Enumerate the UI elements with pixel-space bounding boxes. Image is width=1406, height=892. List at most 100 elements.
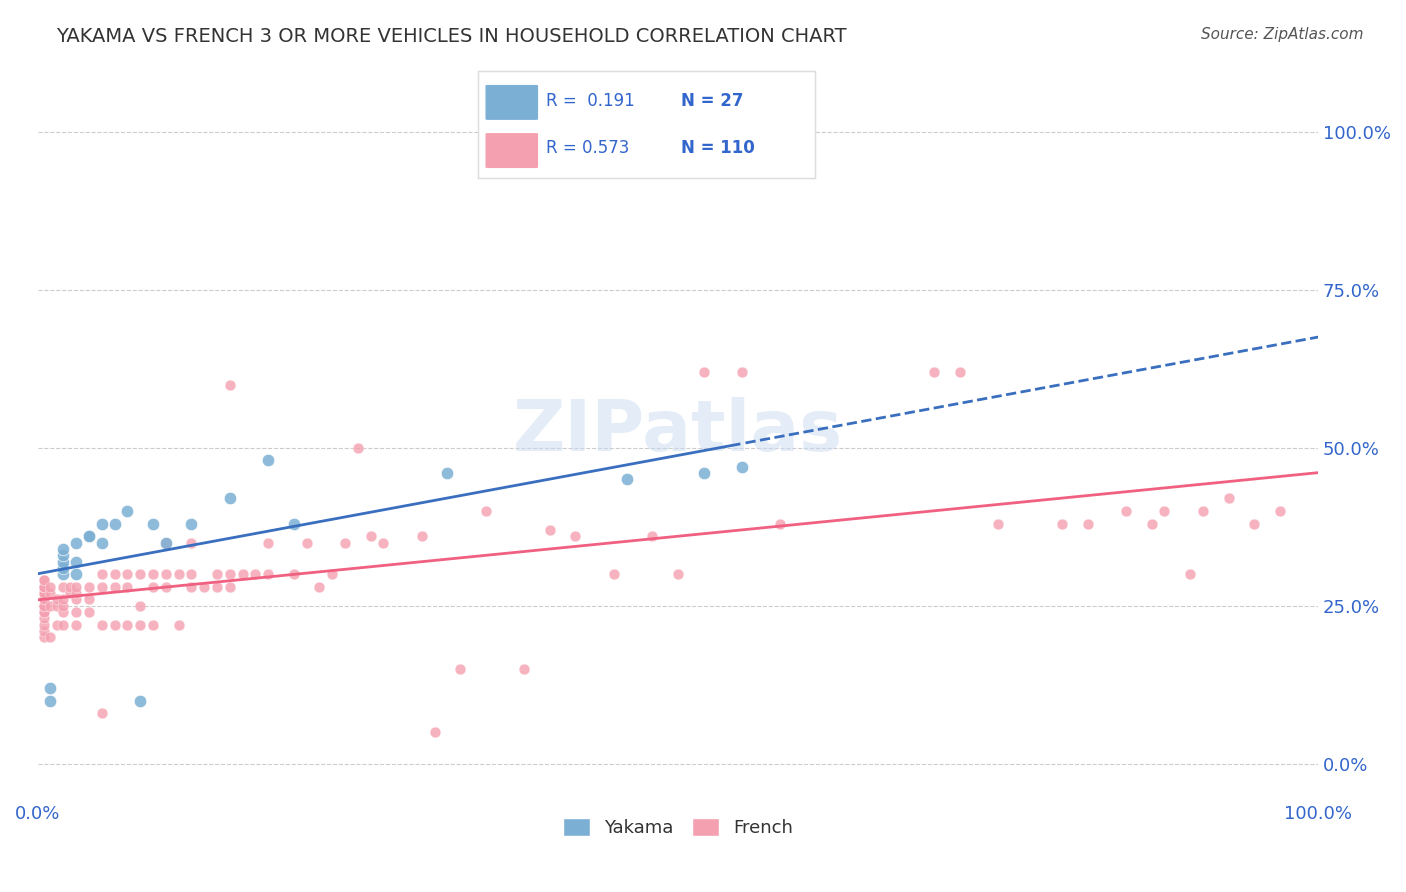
Point	[32, 592, 55, 607]
Point	[245, 567, 267, 582]
Point	[333, 535, 356, 549]
Legend: Yakama, French: Yakama, French	[555, 811, 800, 845]
Point	[52, 548, 75, 562]
Point	[32, 624, 55, 638]
Point	[59, 580, 82, 594]
Point	[205, 580, 228, 594]
Point	[616, 472, 638, 486]
Point	[90, 580, 112, 594]
Point	[65, 592, 87, 607]
Point	[117, 617, 139, 632]
Point	[346, 441, 368, 455]
Point	[218, 567, 240, 582]
Point	[52, 555, 75, 569]
Text: R =  0.191: R = 0.191	[546, 93, 634, 111]
Point	[32, 592, 55, 607]
Text: ZIPatlas: ZIPatlas	[513, 398, 844, 467]
Point	[32, 580, 55, 594]
Point	[1115, 504, 1137, 518]
Point	[32, 599, 55, 613]
Point	[1178, 567, 1201, 582]
Point	[103, 617, 125, 632]
Point	[32, 599, 55, 613]
Point	[155, 535, 177, 549]
Point	[32, 586, 55, 600]
Point	[1077, 516, 1099, 531]
Point	[180, 580, 202, 594]
Point	[32, 580, 55, 594]
Point	[155, 580, 177, 594]
Point	[52, 541, 75, 556]
Point	[373, 535, 395, 549]
Point	[32, 586, 55, 600]
Point	[180, 567, 202, 582]
Point	[257, 567, 280, 582]
Text: N = 27: N = 27	[681, 93, 742, 111]
Point	[39, 586, 62, 600]
Point	[205, 567, 228, 582]
Point	[360, 529, 382, 543]
Point	[257, 535, 280, 549]
Point	[77, 592, 100, 607]
Point	[65, 567, 87, 582]
Point	[155, 567, 177, 582]
Point	[52, 617, 75, 632]
Text: R = 0.573: R = 0.573	[546, 139, 628, 157]
Point	[90, 567, 112, 582]
Point	[52, 567, 75, 582]
Point	[949, 365, 972, 379]
Point	[90, 516, 112, 531]
Point	[1140, 516, 1163, 531]
Point	[39, 631, 62, 645]
Point	[308, 580, 330, 594]
Point	[32, 631, 55, 645]
Point	[692, 466, 714, 480]
Point	[65, 580, 87, 594]
Point	[692, 365, 714, 379]
Point	[142, 617, 165, 632]
Point	[39, 599, 62, 613]
FancyBboxPatch shape	[485, 132, 538, 169]
Point	[32, 574, 55, 588]
Point	[32, 580, 55, 594]
Point	[117, 504, 139, 518]
Point	[129, 693, 152, 707]
Point	[232, 567, 254, 582]
Point	[603, 567, 626, 582]
Point	[1050, 516, 1073, 531]
Point	[142, 580, 165, 594]
Point	[39, 681, 62, 695]
Point	[32, 580, 55, 594]
Point	[32, 599, 55, 613]
Point	[1192, 504, 1215, 518]
Point	[475, 504, 498, 518]
Point	[283, 516, 305, 531]
Point	[103, 580, 125, 594]
Point	[218, 580, 240, 594]
Point	[987, 516, 1010, 531]
Point	[39, 580, 62, 594]
Text: Source: ZipAtlas.com: Source: ZipAtlas.com	[1201, 27, 1364, 42]
Point	[45, 599, 67, 613]
Point	[218, 377, 240, 392]
Point	[90, 535, 112, 549]
Point	[65, 555, 87, 569]
Point	[193, 580, 215, 594]
Point	[52, 592, 75, 607]
Point	[39, 693, 62, 707]
Text: N = 110: N = 110	[681, 139, 754, 157]
Point	[155, 535, 177, 549]
Point	[103, 567, 125, 582]
Point	[77, 529, 100, 543]
Point	[65, 535, 87, 549]
Point	[65, 605, 87, 619]
Point	[167, 617, 190, 632]
Point	[129, 599, 152, 613]
FancyBboxPatch shape	[485, 84, 538, 120]
Point	[65, 586, 87, 600]
Point	[52, 561, 75, 575]
Point	[321, 567, 343, 582]
Point	[77, 580, 100, 594]
Point	[180, 535, 202, 549]
Point	[167, 567, 190, 582]
